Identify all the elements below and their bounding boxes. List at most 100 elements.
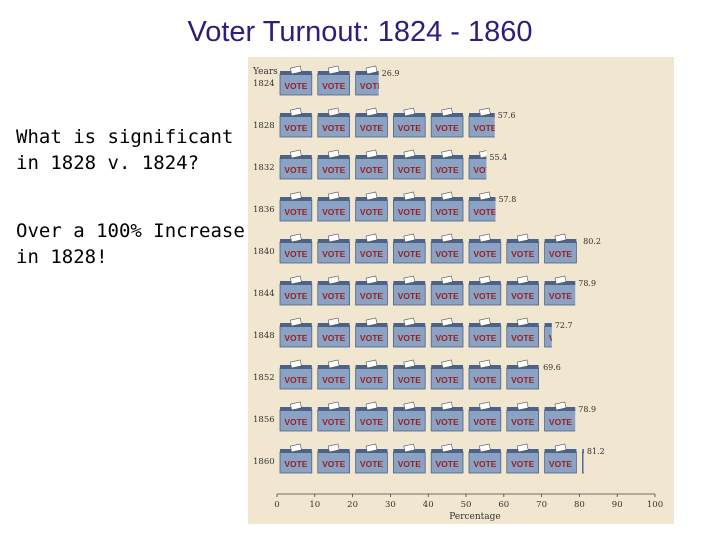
x-tick-label: 100 xyxy=(647,500,663,510)
vote-label: VOTE xyxy=(473,417,496,427)
ballot-box-icon: VOTE xyxy=(392,443,426,474)
ballot-box-icon: VOTE xyxy=(430,107,464,138)
vote-label: VOTE xyxy=(473,249,496,259)
ballot-box-icon: VOTE xyxy=(468,359,502,390)
x-tick-label: 10 xyxy=(309,500,320,510)
vote-label: VOTE xyxy=(360,375,383,385)
x-axis-label: Percentage xyxy=(449,512,501,522)
ballot-box-icon: VOTE xyxy=(430,359,464,390)
ballot-box-icon: VOTE xyxy=(468,443,502,474)
vote-label: VOTE xyxy=(436,375,459,385)
data-label: 55.4 xyxy=(489,153,507,162)
ballot-box-icon: VOTE xyxy=(392,191,426,222)
data-label: 78.9 xyxy=(578,279,596,288)
question-text: What is significant in 1828 v. 1824? xyxy=(16,126,234,174)
data-label: 72.7 xyxy=(555,321,573,330)
vote-label: VOTE xyxy=(398,207,421,217)
category-label: 1840 xyxy=(253,247,275,257)
bar: VOTE VOTE VOTE VOTE VOTE VOTE VOTE VOTE xyxy=(279,401,576,432)
data-label: 80.2 xyxy=(583,237,601,246)
data-label: 26.9 xyxy=(382,69,400,78)
ballot-box-icon: VOTE xyxy=(279,443,313,474)
ballot-box-icon: VOTE xyxy=(544,401,576,432)
x-tick-label: 20 xyxy=(347,500,358,510)
x-tick-label: 50 xyxy=(461,500,472,510)
ballot-box-icon: VOTE xyxy=(355,275,388,306)
vote-label: VOTE xyxy=(284,291,307,301)
ballot-box-icon: VOTE xyxy=(317,401,351,432)
vote-label: VOTE xyxy=(436,333,459,343)
x-tick-label: 60 xyxy=(498,500,509,510)
ballot-box-icon: VOTE xyxy=(430,233,464,264)
ballot-box-icon: VOTE xyxy=(392,317,426,348)
ballot-box-icon: VOTE xyxy=(392,233,426,264)
ballot-box-icon: VOTE xyxy=(430,401,464,432)
x-tick-label: 80 xyxy=(574,500,585,510)
vote-label: VOTE xyxy=(398,123,421,133)
vote-label: VOTE xyxy=(511,417,534,427)
vote-label: VOTE xyxy=(436,459,459,469)
chart-row-1844: 1844 VOTE VOTE VOTE VOTE VOTE VOTE VOTE VOTE 78.9 xyxy=(253,275,596,306)
vote-label: VOTE xyxy=(549,291,572,301)
ballot-box-icon: VOTE xyxy=(355,359,388,390)
ballot-box-icon: VOTE xyxy=(317,149,351,180)
vote-label: VOTE xyxy=(322,417,345,427)
vote-label: VOTE xyxy=(284,165,307,175)
ballot-box-icon: VOTE xyxy=(506,359,539,390)
category-label: 1836 xyxy=(253,205,275,215)
vote-label: VOTE xyxy=(322,207,345,217)
ballot-box-icon: VOTE xyxy=(544,443,577,474)
ballot-box-icon: VOTE xyxy=(506,317,539,348)
chart-row-1824: 1824 VOTE VOTE VOTE 26.9 xyxy=(253,65,400,96)
ballot-box-icon: VOTE xyxy=(468,275,502,306)
vote-label: VOTE xyxy=(284,375,307,385)
vote-label: VOTE xyxy=(398,333,421,343)
ballot-box-icon: VOTE xyxy=(355,317,388,348)
vote-label: VOTE xyxy=(587,459,610,469)
vote-label: VOTE xyxy=(360,249,383,259)
ballot-box-icon: VOTE xyxy=(355,149,388,180)
ballot-box-icon: VOTE xyxy=(392,401,426,432)
vote-label: VOTE xyxy=(398,459,421,469)
vote-label: VOTE xyxy=(587,249,610,259)
vote-label: VOTE xyxy=(360,459,383,469)
vote-label: VOTE xyxy=(473,291,496,301)
ballot-box-icon: VOTE xyxy=(355,107,388,138)
vote-label: VOTE xyxy=(473,123,496,133)
category-label: 1848 xyxy=(253,331,275,341)
vote-label: VOTE xyxy=(360,291,383,301)
x-tick-label: 40 xyxy=(423,500,434,510)
category-label: 1860 xyxy=(253,457,275,467)
ballot-box-icon: VOTE xyxy=(468,107,496,138)
x-tick-label: 0 xyxy=(274,500,279,510)
ballot-box-icon: VOTE xyxy=(317,65,351,96)
ballot-box-icon: VOTE xyxy=(279,401,313,432)
ballot-box-icon: VOTE xyxy=(430,317,464,348)
vote-label: VOTE xyxy=(360,333,383,343)
ballot-box-icon: VOTE xyxy=(317,191,351,222)
vote-label: VOTE xyxy=(398,249,421,259)
ballot-box-icon: VOTE xyxy=(317,443,351,474)
chart-row-1832: 1832 VOTE VOTE VOTE VOTE VOTE VOTE 55.4 xyxy=(253,149,507,180)
ballot-box-icon: VOTE xyxy=(279,317,313,348)
bar: VOTE VOTE VOTE VOTE VOTE VOTE VOTE xyxy=(279,359,539,390)
bar: VOTE VOTE VOTE VOTE VOTE VOTE xyxy=(279,191,496,222)
ballot-box-icon: VOTE xyxy=(355,233,388,264)
ballot-box-icon: VOTE xyxy=(279,359,313,390)
vote-label: VOTE xyxy=(473,375,496,385)
ballot-box-icon: VOTE xyxy=(317,107,351,138)
ballot-box-icon: VOTE xyxy=(392,359,426,390)
vote-label: VOTE xyxy=(511,249,534,259)
vote-label: VOTE xyxy=(436,291,459,301)
bar: VOTE VOTE VOTE VOTE VOTE VOTE xyxy=(279,107,496,138)
vote-label: VOTE xyxy=(360,81,383,91)
vote-label: VOTE xyxy=(322,459,345,469)
vote-label: VOTE xyxy=(436,207,459,217)
vote-label: VOTE xyxy=(549,417,572,427)
vote-label: VOTE xyxy=(284,249,307,259)
vote-label: VOTE xyxy=(284,123,307,133)
ballot-box-icon: VOTE xyxy=(468,191,496,222)
ballot-box-icon: VOTE xyxy=(279,233,313,264)
